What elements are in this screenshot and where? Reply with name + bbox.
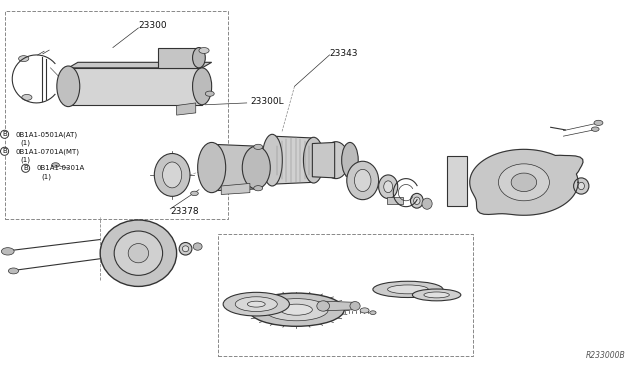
Text: R233000B: R233000B	[586, 350, 626, 359]
Text: (1): (1)	[20, 157, 31, 163]
Ellipse shape	[355, 169, 371, 192]
Ellipse shape	[154, 154, 190, 196]
Ellipse shape	[342, 142, 358, 178]
Text: 23300L: 23300L	[250, 97, 284, 106]
Text: 0B1A1-0301A: 0B1A1-0301A	[36, 165, 84, 171]
Ellipse shape	[198, 142, 226, 193]
Ellipse shape	[223, 292, 289, 316]
Circle shape	[253, 186, 262, 191]
Polygon shape	[68, 62, 212, 68]
Ellipse shape	[248, 293, 344, 326]
Circle shape	[205, 91, 214, 96]
Polygon shape	[177, 103, 196, 115]
Ellipse shape	[410, 193, 423, 208]
Ellipse shape	[57, 66, 80, 107]
Ellipse shape	[422, 198, 432, 209]
Text: B: B	[2, 131, 7, 137]
Circle shape	[191, 191, 198, 196]
Circle shape	[52, 163, 60, 167]
Text: B: B	[2, 148, 7, 154]
Text: 23300: 23300	[138, 21, 167, 30]
Ellipse shape	[323, 142, 349, 179]
Ellipse shape	[303, 137, 324, 183]
Circle shape	[594, 120, 603, 125]
Polygon shape	[272, 136, 314, 184]
Ellipse shape	[100, 220, 177, 286]
Polygon shape	[221, 183, 250, 195]
Circle shape	[19, 56, 29, 62]
Polygon shape	[68, 68, 202, 105]
Circle shape	[370, 311, 376, 314]
Circle shape	[360, 308, 369, 313]
Polygon shape	[387, 197, 403, 205]
Polygon shape	[470, 150, 583, 215]
Text: 23378: 23378	[170, 207, 199, 217]
Text: (1): (1)	[20, 140, 31, 146]
Ellipse shape	[128, 244, 148, 263]
Ellipse shape	[280, 304, 312, 315]
Polygon shape	[312, 142, 335, 178]
Ellipse shape	[179, 243, 192, 255]
Ellipse shape	[262, 134, 282, 186]
Ellipse shape	[236, 297, 277, 311]
Polygon shape	[447, 157, 467, 206]
Ellipse shape	[114, 231, 163, 275]
Ellipse shape	[347, 161, 379, 200]
Ellipse shape	[193, 68, 212, 105]
Ellipse shape	[193, 243, 202, 250]
Ellipse shape	[424, 292, 449, 298]
Ellipse shape	[163, 162, 182, 188]
Ellipse shape	[412, 289, 461, 301]
Polygon shape	[323, 301, 355, 311]
Ellipse shape	[379, 175, 397, 199]
Circle shape	[591, 127, 599, 131]
Ellipse shape	[232, 149, 240, 158]
Polygon shape	[157, 48, 199, 68]
Ellipse shape	[373, 281, 443, 298]
Text: 0B1A1-0501A(AT): 0B1A1-0501A(AT)	[15, 131, 77, 138]
Ellipse shape	[264, 299, 328, 321]
Ellipse shape	[388, 285, 428, 294]
Ellipse shape	[193, 48, 205, 68]
Ellipse shape	[182, 246, 189, 252]
Ellipse shape	[511, 173, 537, 192]
Circle shape	[22, 94, 32, 100]
Polygon shape	[212, 144, 256, 191]
Circle shape	[1, 248, 14, 255]
Ellipse shape	[384, 181, 393, 193]
Ellipse shape	[350, 302, 360, 310]
Circle shape	[199, 48, 209, 54]
Ellipse shape	[317, 301, 330, 311]
Circle shape	[253, 144, 262, 150]
Ellipse shape	[499, 164, 549, 201]
Text: B: B	[23, 165, 28, 171]
Ellipse shape	[413, 197, 420, 205]
Text: 0B1A1-0701A(MT): 0B1A1-0701A(MT)	[15, 148, 79, 154]
Ellipse shape	[578, 182, 584, 190]
Ellipse shape	[243, 146, 270, 189]
Text: (1): (1)	[42, 173, 52, 180]
Circle shape	[8, 268, 19, 274]
Ellipse shape	[247, 301, 265, 307]
Text: 23343: 23343	[330, 49, 358, 58]
Ellipse shape	[573, 178, 589, 194]
